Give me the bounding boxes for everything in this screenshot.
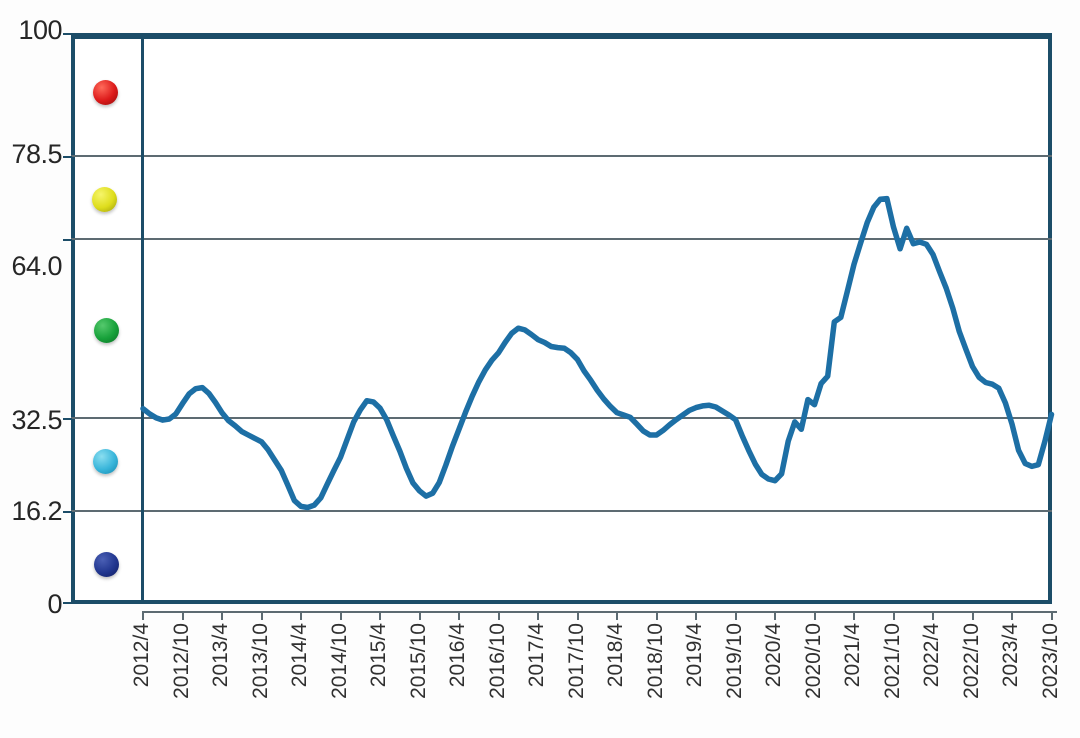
x-axis-label: 2014/4 [288,623,311,688]
x-axis-label: 2022/10 [959,623,983,699]
y-axis-label: 100 [18,15,62,45]
y-axis-label: 0 [47,589,62,619]
x-axis-label: 2017/4 [525,623,548,688]
x-tick [379,612,381,620]
x-tick [537,612,539,620]
x-axis-label: 2012/10 [169,623,193,699]
x-tick [497,612,500,620]
x-axis-label: 2021/4 [841,623,864,688]
x-axis-label: 2012/4 [130,623,153,688]
x-axis-label: 2017/10 [564,623,588,699]
x-tick [142,612,144,620]
x-tick [300,612,302,620]
x-axis-line [142,611,1057,613]
x-tick [655,612,658,620]
y-tick [63,418,72,421]
y-tick [63,602,72,604]
x-tick [458,612,460,620]
gridline [71,417,1052,420]
legend-dot-green [93,317,119,343]
y-tick [63,511,72,514]
gridline [71,510,1052,513]
x-tick [1011,612,1013,620]
x-axis-label: 2013/4 [209,623,232,688]
x-tick [260,612,263,620]
legend-dot-red [92,79,118,105]
x-tick [576,612,579,620]
legend-dot-yellow [91,186,117,212]
x-tick [892,612,895,620]
x-axis-label: 2018/10 [643,623,667,699]
y-axis-label: 64.0 [11,251,62,281]
x-axis-label: 2022/4 [920,623,943,688]
legend-dot-dark-blue [93,551,119,577]
x-tick [1050,612,1053,620]
x-tick [932,612,934,620]
gridline [71,154,1052,157]
x-tick [616,612,618,620]
x-tick [971,612,974,620]
x-axis-label: 2014/10 [327,623,351,699]
x-tick [813,612,816,620]
x-axis-label: 2023/10 [1038,623,1062,699]
gridline [71,237,1052,240]
x-tick [221,612,223,620]
y-axis-label: 32.5 [11,405,62,435]
x-tick [853,612,855,620]
x-axis-label: 2016/4 [446,623,469,688]
x-axis-label: 2021/10 [880,623,904,699]
x-axis-label: 2020/4 [762,623,785,688]
y-tick [63,155,72,158]
plot-border-box [71,33,1052,604]
x-axis-label: 2019/4 [683,623,706,688]
x-axis-label: 2019/10 [722,623,746,699]
y-tick [63,238,72,241]
x-tick [181,612,184,620]
x-tick [774,612,776,620]
x-axis-label: 2023/4 [999,623,1022,688]
legend-dot-cyan [92,448,118,474]
x-axis-label: 2020/10 [801,623,825,699]
x-tick [734,612,737,620]
x-axis-label: 2015/10 [406,623,430,699]
y-axis-label: 78.5 [11,139,62,169]
x-tick [695,612,697,620]
x-axis-label: 2018/4 [604,623,627,688]
x-axis-label: 2016/10 [485,623,509,699]
y-tick [63,33,72,35]
x-tick [418,612,421,620]
y-axis-label: 16.2 [11,496,62,526]
trend-line [140,195,1055,511]
x-axis-label: 2015/4 [367,623,390,688]
legend-plot-divider [141,33,144,604]
x-tick [339,612,342,620]
x-axis-label: 2013/10 [248,623,272,699]
